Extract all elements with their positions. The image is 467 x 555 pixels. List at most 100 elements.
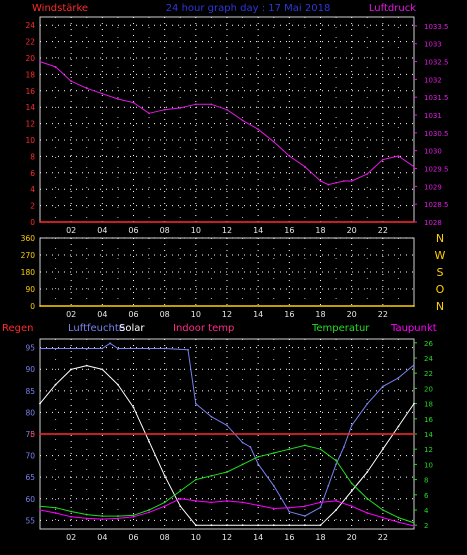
y-left-tick-label: 4 [30, 185, 35, 194]
series-point [241, 441, 244, 444]
series-point [319, 524, 322, 527]
series-point [350, 482, 353, 485]
series-point [413, 364, 415, 366]
series-point [288, 510, 291, 513]
y-left-tick-label: 22 [25, 38, 35, 47]
series-point [413, 433, 415, 435]
series-point [413, 402, 415, 405]
series-point [413, 522, 415, 524]
series-point [85, 513, 88, 516]
y-left-tick-label: 75 [25, 430, 35, 439]
y-right-tick-label: 20 [424, 385, 433, 393]
pressure-axis-title: Luftdruck [369, 3, 416, 14]
x-tick-label: 22 [378, 533, 388, 542]
series-point [148, 112, 150, 115]
series-point [148, 440, 150, 443]
series-point [210, 524, 213, 527]
series-point [163, 347, 166, 350]
series-point [272, 507, 275, 510]
y-right-tick-label: 14 [424, 431, 433, 439]
series-point [397, 376, 400, 379]
y-left-tick-label: 24 [25, 21, 35, 30]
series-point [350, 424, 353, 427]
x-tick-label: 04 [97, 533, 107, 542]
y-left-tick-label: 80 [25, 408, 35, 417]
y-left-tick-label: 14 [25, 103, 35, 112]
x-tick-label: 08 [160, 533, 170, 542]
series-point [117, 517, 119, 520]
y-left-tick-label: 60 [25, 495, 35, 504]
series-point [304, 505, 306, 508]
x-tick-label: 08 [160, 226, 170, 235]
series-point [54, 383, 57, 386]
series-point [39, 221, 41, 223]
series-point [210, 103, 213, 106]
y-right-tick-label: 2 [424, 522, 428, 530]
series-point [304, 515, 306, 517]
y-left-tick-label: 90 [25, 365, 35, 374]
series-point [335, 459, 337, 462]
y-right-tick-label: 4 [424, 507, 429, 515]
x-tick-label: 04 [97, 310, 107, 319]
series-point [179, 497, 182, 500]
series-point [101, 518, 104, 521]
y-left-tick-label: 8 [30, 152, 35, 161]
y-left-tick-label: 95 [25, 344, 35, 353]
series-point [272, 452, 275, 454]
series-point [210, 415, 213, 418]
x-tick-label: 18 [315, 310, 325, 319]
series-point [381, 509, 384, 511]
y-right-tick-label: 26 [424, 340, 433, 348]
series-point [257, 463, 260, 466]
series-point [304, 444, 306, 447]
series-point [132, 101, 135, 104]
series-point [117, 383, 119, 386]
series-point [366, 172, 369, 175]
series-point [241, 463, 244, 466]
x-tick-label: 06 [128, 310, 138, 319]
series-point [272, 524, 275, 527]
series-point [257, 504, 260, 507]
compass-label: O [436, 283, 445, 296]
series-point [39, 305, 41, 307]
compass-label: N [436, 300, 444, 313]
series-point [163, 474, 166, 477]
y-right-tick-label: 1030 [424, 148, 442, 156]
grid-layer [40, 17, 414, 529]
series-point [54, 506, 57, 509]
y-right-tick-label: 12 [424, 446, 433, 454]
series-point [39, 505, 41, 508]
y-right-tick-label: 18 [424, 401, 433, 409]
series-point [179, 107, 182, 109]
y-right-tick-label: 1033.5 [424, 23, 449, 31]
series-point [381, 448, 384, 451]
series-point [397, 521, 400, 524]
series-point [101, 92, 104, 95]
series-point [70, 515, 73, 518]
y-right-tick-label: 24 [424, 355, 433, 363]
series-point [101, 368, 104, 371]
y-left-tick-label: 2 [30, 202, 35, 211]
series-point [241, 501, 244, 504]
y-right-tick-label: 1031 [424, 112, 442, 120]
series-point [117, 347, 119, 350]
series-point [257, 524, 260, 527]
series-point [335, 181, 337, 184]
y-right-tick-label: 10 [424, 461, 433, 469]
x-tick-label: 06 [128, 226, 138, 235]
series-point [132, 514, 135, 517]
series-point [226, 471, 228, 473]
series-point [226, 424, 228, 427]
x-tick-label: 10 [191, 533, 201, 542]
series-point [194, 499, 197, 502]
y-right-tick-label: 16 [424, 416, 433, 424]
y-left-tick-label: 10 [25, 136, 35, 145]
series-point [381, 385, 384, 388]
legend-temperatur: Temperatur [311, 323, 370, 334]
series-point [39, 347, 41, 350]
series-point [257, 128, 260, 131]
series-point [350, 180, 353, 182]
series-point [39, 509, 41, 511]
series-point [148, 511, 150, 514]
x-tick-label: 04 [97, 226, 107, 235]
